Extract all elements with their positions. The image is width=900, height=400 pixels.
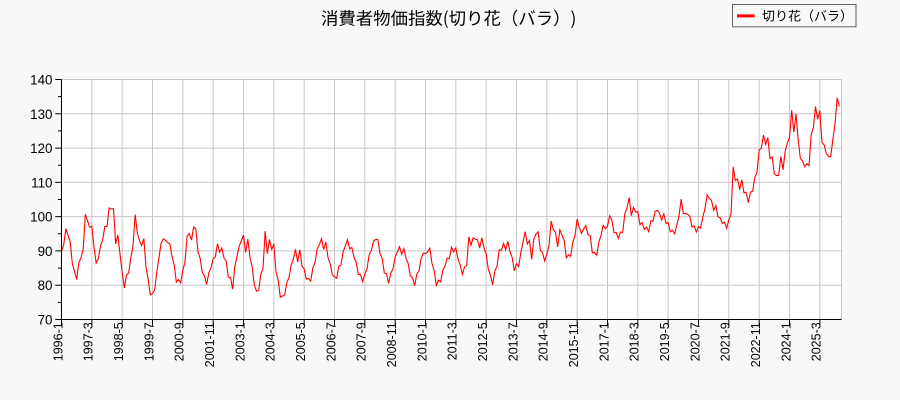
- svg-text:2010-1: 2010-1: [415, 322, 429, 361]
- svg-text:2006-7: 2006-7: [324, 322, 338, 361]
- svg-text:2000-9: 2000-9: [173, 322, 187, 361]
- svg-text:2003-1: 2003-1: [233, 322, 247, 361]
- svg-text:2007-9: 2007-9: [355, 322, 369, 361]
- svg-text:110: 110: [31, 175, 52, 190]
- svg-text:130: 130: [30, 107, 52, 122]
- svg-text:2008-11: 2008-11: [385, 322, 399, 367]
- svg-text:90: 90: [38, 244, 53, 259]
- svg-text:2004-3: 2004-3: [264, 322, 278, 361]
- svg-text:2012-5: 2012-5: [476, 322, 490, 361]
- svg-text:1999-7: 1999-7: [142, 322, 156, 361]
- svg-text:2021-9: 2021-9: [719, 322, 733, 361]
- svg-text:1998-5: 1998-5: [112, 322, 126, 361]
- svg-text:2022-11: 2022-11: [749, 322, 763, 367]
- svg-text:2005-5: 2005-5: [294, 322, 308, 361]
- svg-text:120: 120: [30, 141, 52, 156]
- svg-text:2018-3: 2018-3: [628, 322, 642, 361]
- svg-text:80: 80: [38, 278, 53, 293]
- svg-text:2015-11: 2015-11: [567, 322, 581, 367]
- svg-text:2025-3: 2025-3: [810, 322, 824, 361]
- svg-text:140: 140: [30, 73, 52, 88]
- svg-text:70: 70: [38, 313, 53, 328]
- svg-text:2013-7: 2013-7: [506, 322, 520, 361]
- svg-text:100: 100: [30, 210, 52, 225]
- svg-text:2011-3: 2011-3: [446, 322, 460, 360]
- svg-text:2001-11: 2001-11: [203, 322, 217, 367]
- svg-text:1997-3: 1997-3: [82, 322, 96, 361]
- svg-text:2019-5: 2019-5: [658, 322, 672, 361]
- svg-text:2020-7: 2020-7: [688, 322, 702, 361]
- svg-text:2017-1: 2017-1: [597, 322, 611, 361]
- svg-text:1996-1: 1996-1: [51, 322, 65, 361]
- svg-text:2014-9: 2014-9: [537, 322, 551, 361]
- svg-text:2024-1: 2024-1: [779, 322, 793, 361]
